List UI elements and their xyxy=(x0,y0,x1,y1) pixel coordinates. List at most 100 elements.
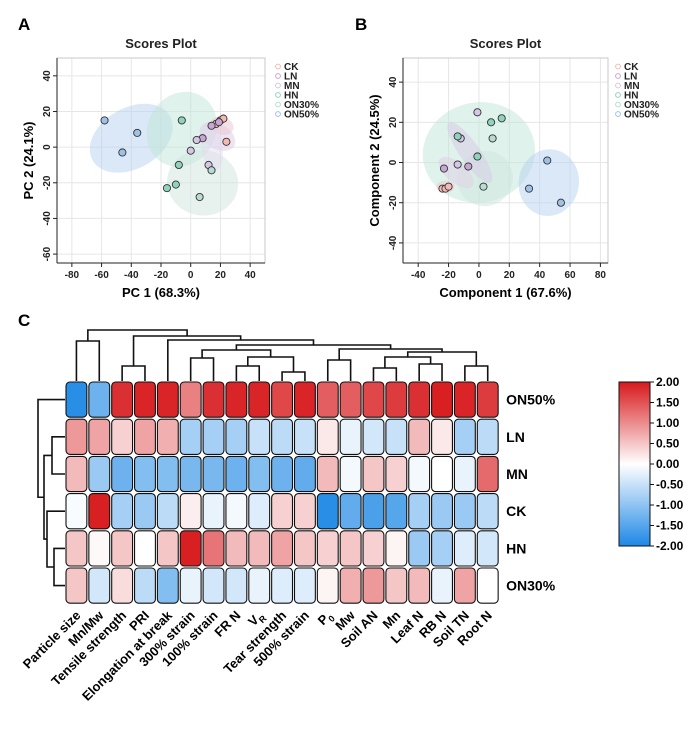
heatmap-cell xyxy=(339,567,362,604)
heatmap-cell xyxy=(476,418,499,455)
heatmap-cell xyxy=(271,530,294,567)
heatmap-cell xyxy=(339,455,362,493)
y-tick-label: 40 xyxy=(388,76,399,88)
heatmap-cell xyxy=(156,530,179,567)
point-hn xyxy=(162,184,171,193)
legend-label: ON30% xyxy=(284,100,319,111)
point-mn xyxy=(186,146,195,155)
heatmap-cell xyxy=(88,418,111,455)
heatmap-cell xyxy=(316,493,339,530)
heatmap-cell xyxy=(179,567,202,604)
heatmap-cell xyxy=(88,530,111,567)
legend-label: LN xyxy=(284,72,297,83)
point-hn xyxy=(171,180,180,189)
heatmap-cell xyxy=(316,530,339,567)
heatmap-cell xyxy=(271,418,294,455)
y-tick-label: 40 xyxy=(42,70,53,82)
heatmap-cell xyxy=(225,567,248,604)
legend-marker xyxy=(615,73,621,79)
heatmap-cell xyxy=(408,567,431,604)
colorbar-tick-label: 1.00 xyxy=(656,416,680,430)
heatmap-cell xyxy=(134,381,156,418)
plot-title: Scores Plot xyxy=(125,36,197,51)
heatmap-cell xyxy=(476,493,499,530)
heatmap-cell xyxy=(385,567,408,604)
colorbar-tick-label: 0.50 xyxy=(656,437,680,451)
heatmap-cell xyxy=(385,530,408,567)
heatmap-cell xyxy=(385,418,408,455)
heatmap-cell xyxy=(134,493,156,530)
heatmap-cell xyxy=(271,455,294,493)
point-ck xyxy=(222,137,231,146)
legend-marker xyxy=(275,92,281,98)
column-label-subscript: 0 xyxy=(326,613,337,624)
legend-label: ON50% xyxy=(624,110,659,121)
point-hn xyxy=(487,118,496,127)
x-tick-label: 0 xyxy=(188,270,194,281)
heatmap-row-label: CK xyxy=(506,503,526,519)
heatmap-cell xyxy=(476,567,499,604)
plot-title: Scores Plot xyxy=(470,36,542,51)
legend-label: MN xyxy=(284,81,300,92)
heatmap-cell xyxy=(225,530,248,567)
heatmap-cell xyxy=(362,418,385,455)
heatmap-cell xyxy=(408,493,431,530)
heatmap-cell xyxy=(248,567,271,604)
heatmap-cell xyxy=(179,418,202,455)
panel-letter: B xyxy=(355,15,367,34)
colorbar-tick-label: -1.50 xyxy=(656,519,684,533)
point-hn xyxy=(177,116,186,125)
legend-marker xyxy=(615,111,621,117)
point-ln xyxy=(439,164,449,173)
heatmap-cell xyxy=(362,493,385,530)
point-on50pct xyxy=(524,184,534,193)
legend-marker xyxy=(615,82,621,89)
point-on30pct xyxy=(488,134,497,143)
heatmap-cell xyxy=(179,455,202,493)
x-tick-label: 40 xyxy=(245,270,257,281)
x-tick-label: 60 xyxy=(564,270,576,281)
x-tick-label: 80 xyxy=(595,270,607,281)
panel-letter: C xyxy=(18,311,30,330)
heatmap-cell xyxy=(225,381,248,418)
heatmap-column-label: P0 xyxy=(315,608,337,630)
heatmap-cell xyxy=(453,455,476,493)
heatmap-cell xyxy=(316,455,339,493)
heatmap-cell xyxy=(202,493,225,530)
plsda-panel-b: B Scores Plot -40 -20 0 20 40 60 80 -40 -20 0 20 40 Co… xyxy=(355,15,659,300)
y-tick-label: -40 xyxy=(388,235,399,250)
heatmap-column-label: FR N xyxy=(211,608,243,640)
heatmap-cell xyxy=(408,530,431,567)
heatmap-cell xyxy=(179,493,202,530)
heatmap-cell xyxy=(88,567,111,604)
point-ck xyxy=(444,182,453,191)
point-on50pct xyxy=(118,148,127,157)
x-tick-label: 20 xyxy=(215,270,227,281)
heatmap-cell xyxy=(134,418,156,455)
heatmap-cell xyxy=(111,567,134,604)
heatmap-cell xyxy=(453,530,476,567)
point-on30pct xyxy=(195,192,204,202)
heatmap-cell xyxy=(225,493,248,530)
heatmap-cell xyxy=(408,418,431,455)
heatmap-cell xyxy=(453,567,476,604)
heatmap-cell xyxy=(339,381,362,418)
y-tick-label: 20 xyxy=(42,105,53,117)
heatmap-cell xyxy=(248,418,271,455)
point-hn xyxy=(174,160,183,170)
legend-marker xyxy=(615,63,621,70)
heatmap-cell xyxy=(453,493,476,530)
legend-marker xyxy=(275,73,281,79)
heatmap-cell xyxy=(362,567,385,604)
point-mn xyxy=(453,160,462,169)
heatmap-row-label: HN xyxy=(506,540,526,556)
heatmap-cell xyxy=(225,455,248,493)
legend-label: CK xyxy=(624,62,639,73)
heatmap-cell xyxy=(65,381,88,418)
heatmap-cell xyxy=(431,530,454,567)
legend-label: CK xyxy=(284,62,299,73)
legend-label: MN xyxy=(624,81,640,92)
y-tick-label: -40 xyxy=(42,211,53,226)
